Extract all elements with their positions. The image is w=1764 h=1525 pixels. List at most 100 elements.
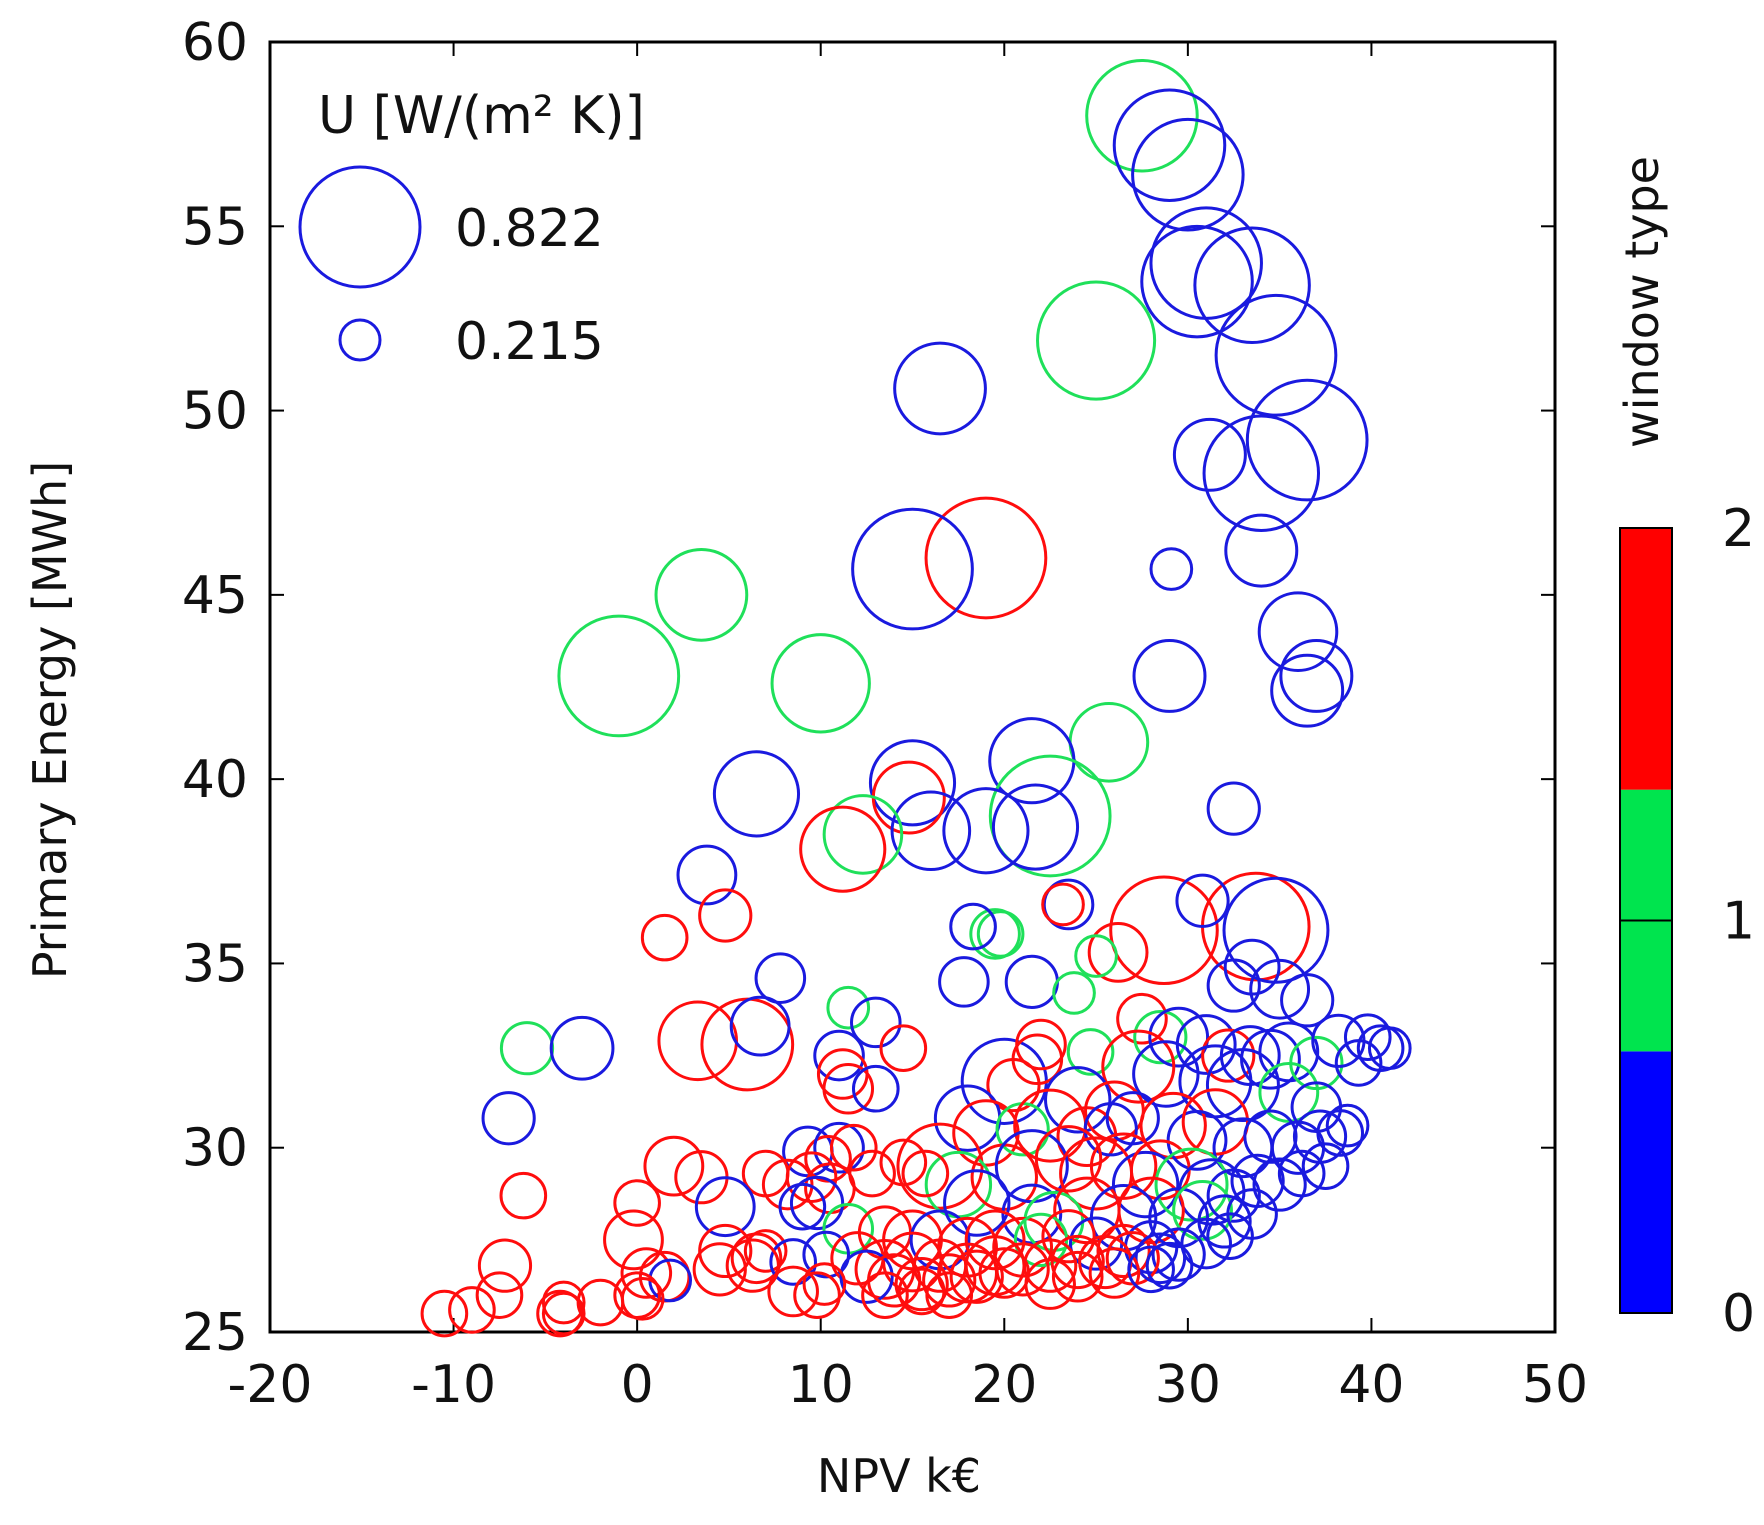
data-point <box>420 1289 469 1338</box>
data-point <box>698 888 753 943</box>
data-point <box>643 1135 705 1197</box>
data-point <box>1180 1217 1232 1270</box>
data-point <box>743 1229 788 1273</box>
data-point <box>1140 224 1254 339</box>
data-point <box>943 1169 1011 1237</box>
data-point <box>826 985 871 1030</box>
colorbar-segment <box>1620 528 1672 790</box>
data-point <box>942 787 1030 875</box>
data-point <box>448 1286 496 1334</box>
data-point <box>1279 638 1354 713</box>
data-point <box>1258 1021 1320 1083</box>
y-tick-label: 45 <box>182 566 248 626</box>
data-point <box>1036 280 1157 401</box>
data-point <box>1111 1150 1180 1219</box>
y-tick-label: 25 <box>182 1303 248 1363</box>
data-point <box>1224 513 1299 588</box>
x-tick-label: -10 <box>411 1355 496 1415</box>
y-tick-label: 30 <box>182 1119 248 1179</box>
data-point <box>754 952 807 1004</box>
data-point <box>1193 226 1311 344</box>
data-point <box>692 1242 747 1297</box>
data-point <box>694 1176 756 1238</box>
data-point <box>1343 1013 1392 1061</box>
data-point <box>1112 88 1227 202</box>
data-point <box>1131 117 1245 232</box>
data-point <box>1202 414 1321 532</box>
size-legend-marker <box>298 165 422 289</box>
data-point <box>477 1238 533 1293</box>
data-point <box>541 1291 586 1336</box>
data-point <box>698 1223 753 1279</box>
data-point <box>1133 1010 1188 1065</box>
data-point <box>1201 1028 1256 1083</box>
data-point <box>1034 1125 1103 1193</box>
x-tick-label: 20 <box>971 1355 1037 1415</box>
y-tick-label: 40 <box>182 750 248 810</box>
data-point <box>603 1209 664 1271</box>
data-point <box>949 902 997 951</box>
data-point <box>1089 1132 1158 1200</box>
x-axis-label: NPV k€ <box>817 1449 981 1503</box>
data-point <box>988 754 1112 878</box>
data-point <box>767 1265 819 1318</box>
data-point <box>481 1091 536 1146</box>
data-point <box>499 1171 548 1220</box>
data-point <box>1206 958 1261 1013</box>
data-point <box>1206 1212 1254 1260</box>
data-point <box>850 996 902 1049</box>
data-point <box>1116 992 1168 1045</box>
data-point <box>1052 971 1096 1015</box>
data-point <box>761 1158 814 1211</box>
data-point <box>1024 1258 1076 1310</box>
data-point <box>1270 653 1345 728</box>
data-point <box>778 1182 827 1231</box>
data-point <box>1041 882 1085 927</box>
data-point <box>894 1256 949 1312</box>
data-point <box>613 1179 661 1227</box>
data-point <box>922 1253 977 1308</box>
data-point <box>1085 58 1199 173</box>
data-point <box>938 956 990 1008</box>
data-point <box>1334 1039 1383 1087</box>
data-point <box>799 805 887 893</box>
data-point <box>1051 1250 1104 1303</box>
data-point <box>1277 1149 1326 1198</box>
data-point <box>1088 1247 1141 1299</box>
data-point <box>802 1230 851 1279</box>
data-point <box>1109 875 1219 986</box>
colorbar: 0 1 2 window type <box>1615 156 1755 1344</box>
y-axis-label: Primary Energy [MWh] <box>23 461 77 979</box>
data-point <box>995 1242 1050 1297</box>
data-point <box>829 1123 878 1172</box>
data-point <box>1105 1091 1160 1146</box>
data-point <box>1151 1227 1206 1282</box>
data-point <box>1205 1048 1280 1123</box>
data-point <box>802 1262 847 1306</box>
y-tick-label: 50 <box>182 382 248 442</box>
data-point <box>793 1271 841 1319</box>
data-point <box>1074 934 1118 978</box>
data-point <box>1325 1103 1370 1148</box>
colorbar-tick-label: 1 <box>1722 892 1755 952</box>
data-point <box>1101 1029 1176 1104</box>
data-point <box>1301 1142 1350 1190</box>
data-point <box>1252 1157 1307 1212</box>
data-point <box>1015 1018 1067 1071</box>
data-point <box>879 1138 928 1187</box>
data-point <box>1258 1062 1320 1123</box>
data-point <box>1096 1223 1151 1279</box>
data-point <box>822 794 904 875</box>
data-point <box>925 1271 974 1319</box>
data-point <box>813 1121 865 1174</box>
colorbar-tick-label: 2 <box>1722 499 1755 559</box>
data-point <box>741 1149 790 1198</box>
data-point <box>557 614 681 738</box>
data-point <box>896 1122 984 1210</box>
data-point <box>1280 973 1335 1028</box>
data-point <box>712 750 801 838</box>
data-point <box>620 1247 673 1299</box>
data-point <box>1041 1209 1096 1264</box>
data-point <box>924 496 1048 620</box>
size-legend-label: 0.822 <box>455 199 604 259</box>
